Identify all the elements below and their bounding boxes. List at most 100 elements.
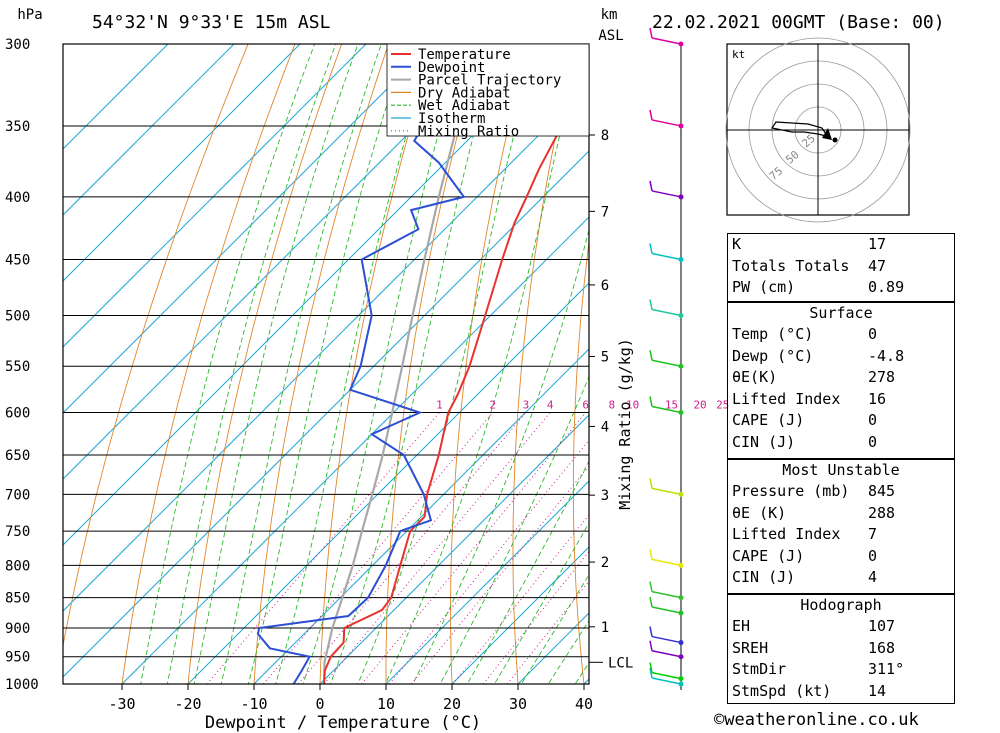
wind-barb-flag [649, 243, 653, 254]
dry-adiabat-line [63, 44, 249, 648]
pressure-tick-label: 850 [5, 591, 30, 607]
hodograph-stat-value: 168 [868, 638, 896, 657]
hodograph-stat-value: 107 [868, 617, 896, 635]
surface-row: Temp (°C) 0 [728, 324, 954, 346]
isotherm-line [253, 348, 589, 684]
km-tick-label: 1 [601, 620, 609, 636]
surface-label: CIN (J) [732, 432, 796, 451]
hodograph-trace [771, 121, 827, 137]
pressure-tick-label: 750 [5, 524, 30, 540]
most-unstable-label: Lifted Index [732, 525, 841, 544]
most-unstable-value: 845 [868, 482, 896, 500]
wind-barb-flag [649, 478, 653, 489]
wet-adiabat-line [357, 44, 538, 684]
mixing-ratio-label: 15 [665, 398, 678, 411]
legend-entry-label: Mixing Ratio [418, 124, 519, 140]
wind-barb-flag [649, 180, 653, 192]
mixing-ratio-line [361, 412, 587, 684]
legend-entry-label: Isotherm [418, 111, 485, 127]
legend-entry-label: Temperature [418, 47, 511, 63]
wind-barb [651, 252, 682, 261]
mixing-ratio-line [388, 439, 589, 684]
wind-barb-flag [649, 109, 653, 121]
most-unstable-label: CIN (J) [732, 568, 796, 587]
hodograph-stats-box: Hodograph EH 107 SREH 168 StmDir 311° StmSpd (… [727, 594, 955, 704]
dry-adiabat-line [572, 238, 589, 684]
isotherm-line [451, 546, 589, 684]
wind-barb [651, 405, 682, 414]
wind-barb-flag [649, 299, 653, 310]
most-unstable-row: Pressure (mb) 845 [728, 481, 954, 503]
wet-adiabat-line [193, 44, 359, 684]
surface-label: Lifted Index [732, 389, 841, 408]
background-lines [63, 44, 589, 684]
isotherm-line [63, 84, 589, 612]
legend-entry-label: Dewpoint [418, 60, 485, 76]
wet-adiabat-line [247, 44, 407, 684]
wind-barb [651, 590, 682, 599]
wet-adiabat-line [220, 44, 382, 684]
pressure-tick-label: 700 [5, 487, 30, 503]
pressure-tick-label: 600 [5, 405, 30, 421]
pressure-tick-label: 300 [5, 37, 30, 53]
most-unstable-title: Most Unstable [782, 461, 900, 479]
location-title: 54°32'N 9°33'E 15m ASL [92, 12, 331, 33]
pressure-tick-label: 800 [5, 558, 30, 574]
wind-barb [651, 671, 682, 680]
wind-barb-flag [649, 640, 653, 651]
isotherm-line [187, 282, 589, 684]
surface-row: Lifted Index 16 [728, 389, 954, 411]
wet-adiabat-line [302, 44, 465, 684]
surface-label: Dewp (°C) [732, 346, 814, 365]
km-tick-label: 6 [601, 278, 609, 294]
wet-adiabat-line [520, 573, 589, 684]
km-tick-label: 2 [601, 555, 609, 571]
pressure-tick-label: 550 [5, 359, 30, 375]
legend-entry-label: Parcel Trajectory [418, 73, 561, 89]
most-unstable-row: Lifted Index 7 [728, 524, 954, 546]
pressure-tick-label: 400 [5, 190, 30, 206]
km-tick-label: 4 [601, 419, 609, 435]
surface-row: CAPE (J) 0 [728, 410, 954, 432]
pressure-tick-label: 650 [5, 448, 30, 464]
pressure-tick-label: 500 [5, 309, 30, 325]
axes: 1 2 3 4 6 8 10 15 20 2530035040045050055060065070… [5, 7, 729, 733]
dry-adiabat-line [253, 44, 389, 684]
wet-adiabat-line [547, 619, 589, 684]
wind-barb-flag [649, 662, 653, 673]
wind-barb [651, 37, 682, 45]
pressure-tick-label: 1000 [5, 677, 39, 693]
x-tick-label: -30 [108, 695, 135, 713]
x-axis-label: Dewpoint / Temperature (°C) [205, 713, 481, 733]
wet-adiabat-line [275, 44, 435, 684]
pressure-unit-label: hPa [17, 7, 42, 23]
mixing-ratio-line [452, 514, 589, 684]
wind-barb [651, 649, 682, 658]
x-tick-label: 30 [509, 695, 527, 713]
wind-barb [651, 558, 682, 567]
parcel-trajectory-line [322, 44, 484, 684]
x-tick-label: 0 [315, 695, 324, 713]
most-unstable-value: 288 [868, 503, 896, 522]
surface-value: -4.8 [868, 346, 905, 365]
copyright[interactable]: ©weatheronline.co.uk [714, 710, 919, 730]
height-unit-label: km [601, 7, 618, 23]
mixing-ratio-label: 1 [436, 398, 443, 411]
mixing-ratio-line [323, 412, 551, 684]
surface-row: CIN (J) 0 [728, 432, 954, 454]
most-unstable-row: θE (K) 288 [728, 503, 954, 525]
wet-adiabat-line [412, 228, 589, 684]
most-unstable-value: 7 [868, 525, 878, 544]
wind-profile [649, 27, 684, 690]
isotherm-line [63, 44, 433, 414]
hodograph-stat-row: StmDir 311° [728, 659, 954, 681]
km-tick-label: 7 [601, 204, 609, 220]
x-tick-label: -20 [174, 695, 201, 713]
hodograph-stat-row: SREH 168 [728, 638, 954, 660]
wind-barb [651, 308, 682, 317]
most-unstable-value: 4 [868, 568, 878, 587]
dewpoint-line [256, 44, 496, 684]
pw-value: 0.89 [868, 278, 905, 297]
